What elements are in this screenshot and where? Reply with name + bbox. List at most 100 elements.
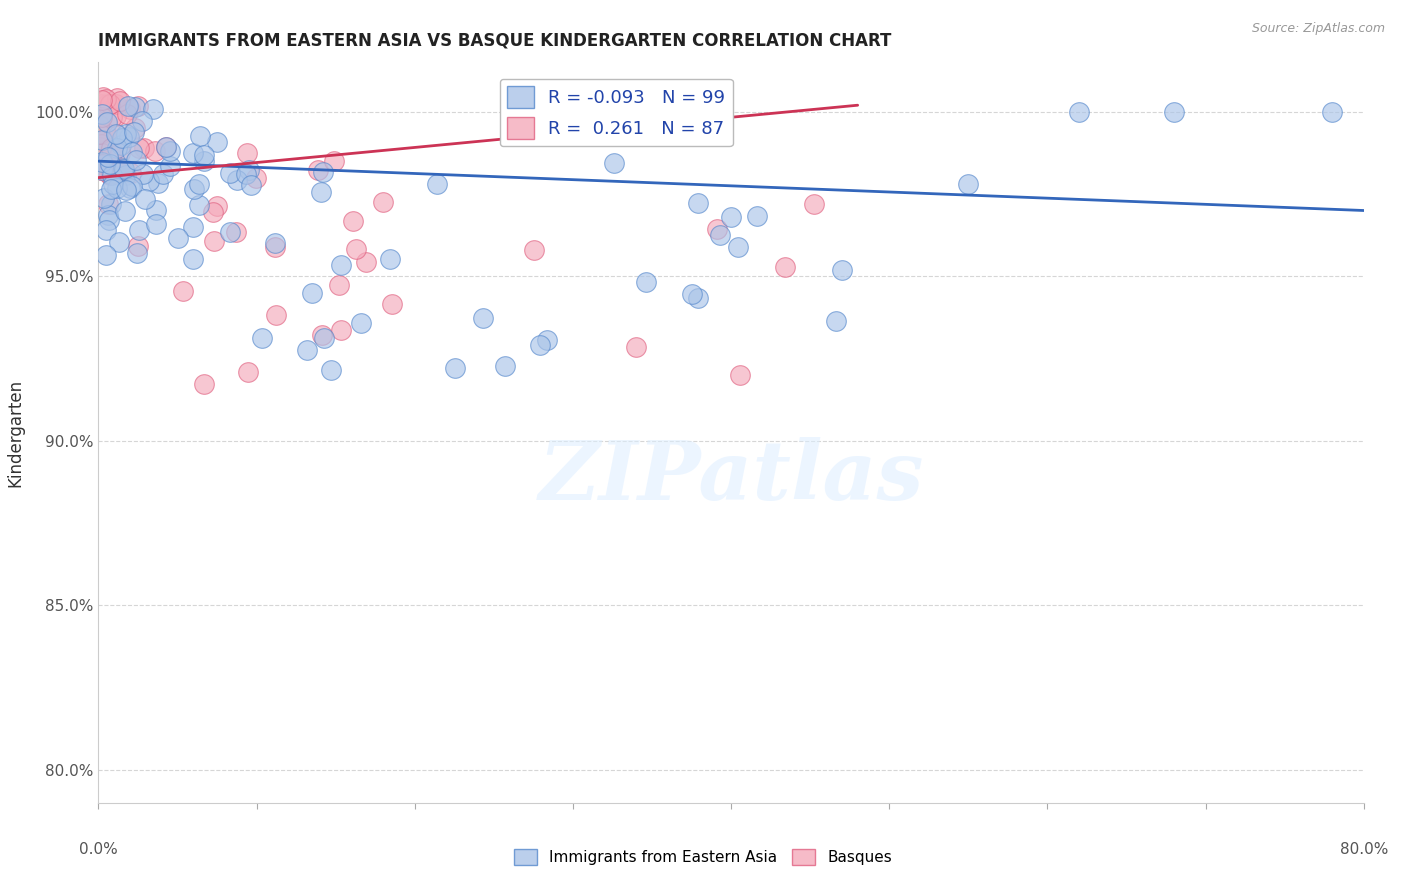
Point	[89, 163, 111, 178]
Point	[202, 234, 225, 248]
Point	[97, 197, 120, 211]
Point	[110, 137, 132, 152]
Point	[1322, 104, 1344, 119]
Point	[145, 217, 167, 231]
Point	[91, 157, 114, 171]
Point	[264, 308, 287, 322]
Point	[264, 235, 287, 250]
Point	[183, 181, 205, 195]
Text: Source: ZipAtlas.com: Source: ZipAtlas.com	[1251, 22, 1385, 36]
Point	[745, 209, 768, 223]
Point	[529, 338, 551, 352]
Point	[181, 252, 204, 266]
Point	[134, 192, 156, 206]
Point	[1069, 104, 1091, 119]
Point	[93, 145, 115, 159]
Point	[634, 275, 657, 289]
Point	[727, 240, 749, 254]
Point	[115, 169, 138, 183]
Point	[159, 159, 181, 173]
Point	[111, 131, 134, 145]
Point	[89, 140, 111, 154]
Point	[103, 166, 125, 180]
Point	[183, 219, 205, 234]
Point	[603, 155, 626, 169]
Point	[444, 360, 467, 375]
Point	[105, 141, 128, 155]
Point	[173, 284, 195, 298]
Point	[105, 91, 128, 105]
Point	[706, 221, 728, 235]
Point	[831, 262, 853, 277]
Point	[323, 154, 346, 169]
Point	[124, 101, 146, 115]
Point	[114, 203, 136, 218]
Point	[105, 127, 128, 141]
Point	[103, 177, 125, 191]
Point	[90, 163, 112, 178]
Point	[181, 145, 204, 160]
Point	[108, 166, 131, 180]
Point	[98, 96, 121, 111]
Point	[131, 114, 153, 128]
Point	[1163, 104, 1185, 119]
Point	[193, 377, 215, 392]
Point	[96, 97, 118, 112]
Point	[96, 160, 118, 174]
Point	[112, 162, 135, 177]
Point	[709, 228, 731, 243]
Point	[96, 166, 118, 180]
Point	[148, 176, 170, 190]
Point	[91, 93, 114, 107]
Point	[108, 146, 131, 161]
Text: 80.0%: 80.0%	[1340, 842, 1388, 857]
Point	[98, 168, 121, 182]
Point	[193, 154, 215, 169]
Point	[152, 167, 174, 181]
Point	[250, 331, 273, 345]
Point	[624, 340, 647, 354]
Point	[121, 145, 143, 159]
Point	[105, 181, 128, 195]
Point	[193, 148, 215, 162]
Text: 0.0%: 0.0%	[79, 842, 118, 857]
Point	[134, 141, 156, 155]
Point	[100, 197, 122, 211]
Point	[225, 225, 247, 239]
Point	[201, 205, 224, 219]
Point	[190, 128, 212, 143]
Point	[188, 178, 211, 192]
Point	[957, 177, 980, 191]
Point	[100, 167, 122, 181]
Point	[97, 213, 120, 227]
Point	[371, 194, 394, 209]
Point	[110, 161, 132, 176]
Point	[803, 197, 825, 211]
Point	[94, 126, 117, 140]
Point	[236, 366, 259, 380]
Point	[101, 111, 124, 125]
Point	[98, 158, 121, 172]
Point	[108, 94, 131, 108]
Point	[159, 144, 181, 158]
Text: ZIPatlas: ZIPatlas	[538, 437, 924, 517]
Point	[91, 89, 114, 103]
Point	[115, 106, 138, 120]
Point	[728, 368, 751, 382]
Legend: Immigrants from Eastern Asia, Basques: Immigrants from Eastern Asia, Basques	[508, 843, 898, 871]
Point	[121, 179, 143, 194]
Point	[264, 240, 287, 254]
Point	[205, 135, 228, 149]
Point	[90, 109, 112, 123]
Point	[90, 97, 112, 112]
Point	[93, 190, 115, 204]
Point	[89, 118, 111, 132]
Point	[107, 128, 129, 142]
Point	[125, 153, 148, 167]
Point	[100, 144, 122, 158]
Point	[472, 310, 495, 325]
Point	[115, 183, 138, 197]
Point	[90, 137, 112, 152]
Point	[100, 141, 122, 155]
Point	[101, 161, 124, 175]
